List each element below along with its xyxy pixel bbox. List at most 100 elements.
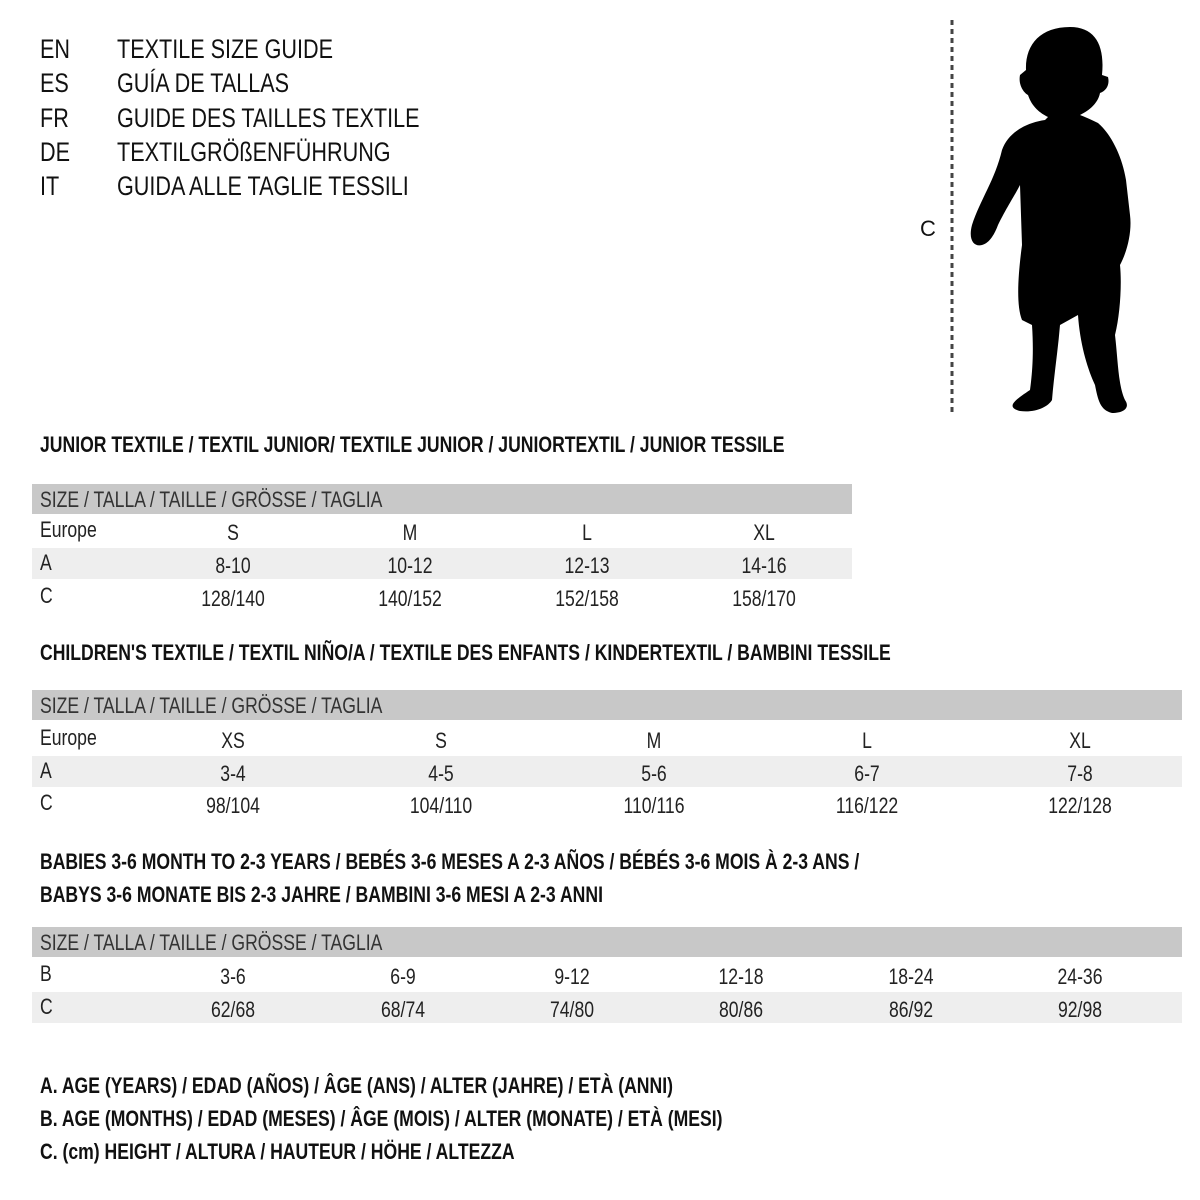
table-cell-text: M <box>646 728 662 753</box>
legend-line-text: B. AGE (MONTHS) / EDAD (MESES) / ÂGE (MO… <box>40 1106 723 1131</box>
table-cell: 3-4 <box>220 761 265 787</box>
legend-line: A. AGE (YEARS) / EDAD (AÑOS) / ÂGE (ANS)… <box>40 1073 831 1099</box>
table-cell: L <box>582 520 599 546</box>
table-cell-text: 3-6 <box>220 964 246 989</box>
table-cell-text: S <box>435 728 447 753</box>
table-cell-text: 24-36 <box>1057 964 1103 989</box>
table-cell: 9-12 <box>554 964 616 990</box>
table-cell-text: 7-8 <box>1067 761 1093 786</box>
table-cell-text: 158/170 <box>732 586 796 611</box>
language-code-text: DE <box>40 136 71 167</box>
size-header: SIZE / TALLA / TAILLE / GRÖSSE / TAGLIA <box>40 693 468 719</box>
table-cell-text: L <box>582 520 592 545</box>
language-code-text: EN <box>40 34 71 64</box>
table-cell-text: 9-12 <box>554 964 590 989</box>
table-cell: 24-36 <box>1057 964 1136 990</box>
table-cell: 92/98 <box>1058 997 1135 1023</box>
row-label-text: C <box>40 994 53 1019</box>
row-label: C <box>40 583 56 609</box>
table-cell-text: 116/122 <box>835 793 899 818</box>
table-cell-text: 5-6 <box>641 761 667 786</box>
section-heading: CHILDREN'S TEXTILE / TEXTIL NIÑO/A / TEX… <box>40 640 1103 666</box>
table-cell-text: 74/80 <box>549 997 595 1022</box>
guide-title: TEXTILGRÖßENFÜHRUNG <box>117 137 459 168</box>
table-cell-text: 4-5 <box>428 761 454 786</box>
table-cell: 158/170 <box>732 586 844 612</box>
table-cell-text: 3-4 <box>220 761 246 786</box>
table-cell: M <box>647 728 672 754</box>
table-cell: 62/68 <box>211 997 288 1023</box>
table-cell: 6-9 <box>390 964 435 990</box>
table-cell: 6-7 <box>854 761 899 787</box>
section-heading-text: CHILDREN'S TEXTILE / TEXTIL NIÑO/A / TEX… <box>40 640 891 665</box>
table-cell-text: 62/68 <box>210 997 256 1022</box>
row-shade <box>32 756 1182 787</box>
table-cell-text: 140/152 <box>378 586 442 611</box>
table-cell: 12-18 <box>718 964 797 990</box>
table-cell-text: 86/92 <box>888 997 934 1022</box>
table-cell-text: 104/110 <box>409 793 473 818</box>
table-cell: 3-6 <box>220 964 265 990</box>
language-code: IT <box>40 171 64 202</box>
row-shade <box>32 548 852 579</box>
language-code: ES <box>40 68 76 99</box>
row-label: Europe <box>40 517 111 543</box>
row-label: C <box>40 994 56 1020</box>
size-header-bar <box>32 484 852 514</box>
section-heading-text: JUNIOR TEXTILE / TEXTIL JUNIOR/ TEXTILE … <box>40 432 785 457</box>
table-cell: L <box>862 728 879 754</box>
size-header-bar <box>32 690 1182 720</box>
table-cell: 116/122 <box>836 793 945 819</box>
guide-title: GUÍA DE TALLAS <box>117 68 332 99</box>
table-cell: 110/116 <box>623 793 730 819</box>
table-cell: 5-6 <box>641 761 686 787</box>
table-cell-text: 128/140 <box>201 586 265 611</box>
table-cell: 152/158 <box>555 586 667 612</box>
legend-line-text: C. (cm) HEIGHT / ALTURA / HAUTEUR / HÖHE… <box>40 1139 515 1164</box>
language-code: FR <box>40 103 76 134</box>
row-label: Europe <box>40 725 111 751</box>
table-cell-text: 10-12 <box>387 553 433 578</box>
section-heading: BABIES 3-6 MONTH TO 2-3 YEARS / BEBÉS 3-… <box>40 849 1064 875</box>
row-label: C <box>40 790 56 816</box>
row-label: B <box>40 961 55 987</box>
table-cell-text: M <box>402 520 418 545</box>
guide-title: TEXTILE SIZE GUIDE <box>117 34 387 65</box>
size-header-text: SIZE / TALLA / TAILLE / GRÖSSE / TAGLIA <box>40 930 383 955</box>
language-code: DE <box>40 137 78 168</box>
row-label: A <box>40 550 55 576</box>
table-cell-text: 152/158 <box>555 586 619 611</box>
table-cell-text: XL <box>1069 728 1091 753</box>
size-header-text: SIZE / TALLA / TAILLE / GRÖSSE / TAGLIA <box>40 693 383 718</box>
row-label-text: C <box>40 790 53 815</box>
section-heading-text: BABYS 3-6 MONATE BIS 2-3 JAHRE / BAMBINI… <box>40 882 603 907</box>
table-cell: 140/152 <box>378 586 490 612</box>
child-silhouette-icon <box>950 20 1131 413</box>
row-shade <box>32 992 1182 1023</box>
row-label-text: B <box>40 961 52 986</box>
section-heading-text: BABIES 3-6 MONTH TO 2-3 YEARS / BEBÉS 3-… <box>40 849 860 874</box>
table-cell-text: XL <box>753 520 775 545</box>
table-cell: 12-13 <box>564 553 643 579</box>
guide-title-text: TEXTILE SIZE GUIDE <box>117 34 334 64</box>
guide-title: GUIDA ALLE TAGLIE TESSILI <box>117 171 482 202</box>
table-cell: 7-8 <box>1067 761 1112 787</box>
table-cell-text: 8-10 <box>215 553 251 578</box>
table-cell-text: 18-24 <box>888 964 934 989</box>
table-cell-text: 110/116 <box>623 793 685 818</box>
table-cell-text: XS <box>221 728 245 753</box>
size-header-bar <box>32 927 1182 957</box>
table-cell-text: L <box>862 728 872 753</box>
table-cell: 8-10 <box>215 553 277 579</box>
table-cell: S <box>227 520 248 546</box>
row-label: A <box>40 758 55 784</box>
table-cell-text: 6-7 <box>854 761 880 786</box>
guide-title: GUIDE DES TAILLES TEXTILE <box>117 103 495 134</box>
guide-title-text: GUIDA ALLE TAGLIE TESSILI <box>117 171 409 202</box>
table-cell-text: 68/74 <box>380 997 426 1022</box>
row-label-text: Europe <box>40 725 97 750</box>
table-cell: XL <box>1069 728 1107 754</box>
language-code: EN <box>40 34 78 65</box>
table-cell: 74/80 <box>550 997 627 1023</box>
legend-line-text: A. AGE (YEARS) / EDAD (AÑOS) / ÂGE (ANS)… <box>40 1073 673 1098</box>
